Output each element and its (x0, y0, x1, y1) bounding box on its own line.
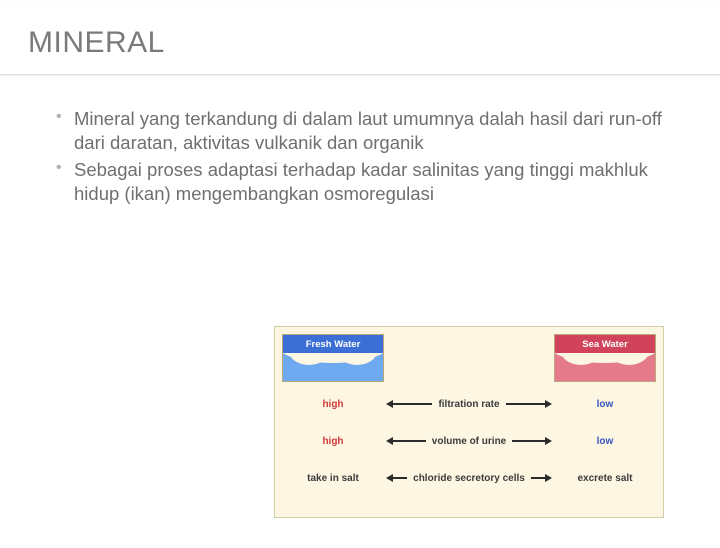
arrow-left-icon (386, 400, 393, 408)
row1-mid: filtration rate (384, 389, 554, 419)
spacer (384, 334, 554, 382)
fresh-water-label: Fresh Water (283, 335, 383, 353)
sea-water-label: Sea Water (555, 335, 655, 353)
arrow-left-icon (386, 437, 393, 445)
row3-right: excrete salt (554, 463, 656, 493)
row1-left: high (282, 389, 384, 419)
sea-water-wave (555, 353, 655, 381)
row3-left: take in salt (282, 463, 384, 493)
row1-right: low (554, 389, 656, 419)
arrow-right-icon (545, 437, 552, 445)
diagram-grid: Fresh Water Sea Water high filtration ra… (282, 334, 656, 510)
bullet-item: Sebagai proses adaptasi terhadap kadar s… (56, 158, 664, 205)
arrow-left-icon (386, 474, 393, 482)
fresh-water-header: Fresh Water (282, 334, 384, 382)
page-title: MINERAL (28, 26, 692, 60)
row2-left: high (282, 426, 384, 456)
fresh-water-wave (283, 353, 383, 381)
osmoregulation-diagram: Fresh Water Sea Water high filtration ra… (274, 326, 664, 518)
bullet-list: Mineral yang terkandung di dalam laut um… (0, 75, 720, 206)
sea-water-header: Sea Water (554, 334, 656, 382)
arrow-right-icon (545, 400, 552, 408)
title-band: MINERAL (0, 8, 720, 75)
row3-mid: chloride secretory cells (384, 463, 554, 493)
row2-mid: volume of urine (384, 426, 554, 456)
row2-right: low (554, 426, 656, 456)
bullet-item: Mineral yang terkandung di dalam laut um… (56, 107, 664, 154)
arrow-right-icon (545, 474, 552, 482)
